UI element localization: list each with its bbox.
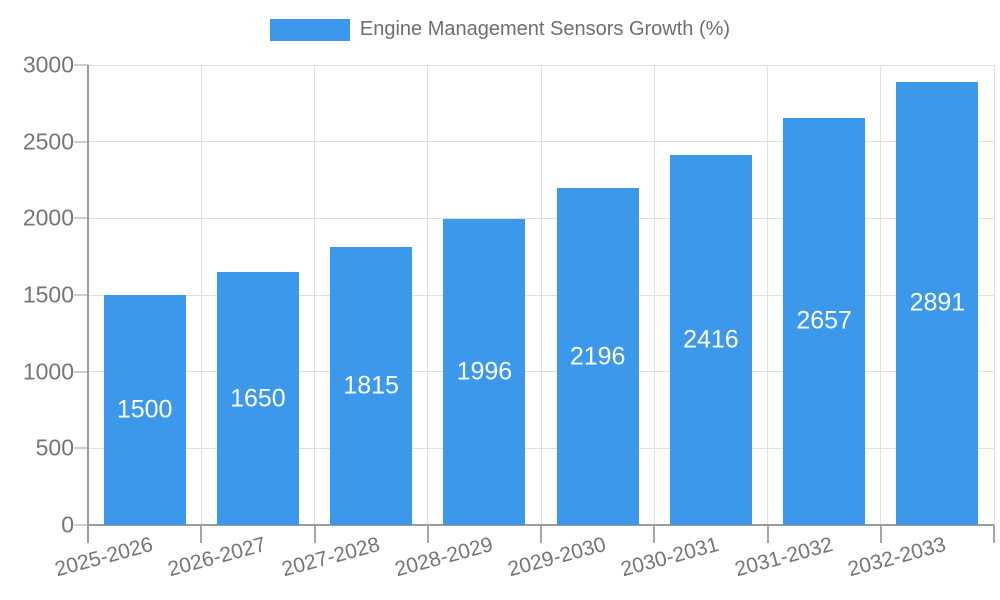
x-axis-tick	[766, 525, 769, 543]
bar-value-label: 1815	[343, 371, 399, 400]
x-axis-tick	[426, 525, 429, 543]
x-tick-label: 2029-2030	[505, 533, 609, 582]
x-axis-tick	[653, 525, 656, 543]
y-axis	[87, 65, 89, 543]
y-tick-label: 2000	[22, 204, 74, 231]
legend-swatch	[269, 18, 350, 41]
y-axis-tick	[74, 524, 88, 526]
gridline-vertical	[993, 65, 995, 525]
legend: Engine Management Sensors Growth (%)	[0, 18, 1000, 41]
y-axis-tick	[74, 294, 88, 296]
y-axis-tick	[74, 370, 88, 373]
x-tick-label: 2026-2027	[165, 533, 269, 582]
y-axis-tick	[74, 64, 88, 66]
legend-label: Engine Management Sensors Growth (%)	[359, 18, 731, 40]
y-tick-label: 1500	[22, 281, 74, 308]
gridline-vertical	[880, 65, 882, 525]
gridline-vertical	[427, 65, 429, 525]
x-tick-label: 2031-2032	[732, 533, 836, 582]
x-tick-label: 2028-2029	[392, 533, 496, 582]
y-tick-label: 500	[35, 434, 74, 461]
x-axis-tick	[200, 525, 203, 543]
y-axis-tick	[74, 140, 88, 143]
bar	[443, 218, 526, 525]
x-axis-tick	[879, 525, 882, 543]
y-axis-tick	[74, 217, 88, 220]
gridline-vertical	[767, 65, 768, 525]
bar-value-label: 2657	[796, 306, 852, 335]
x-axis-tick	[540, 525, 542, 543]
gridline-vertical	[314, 65, 315, 525]
gridline-vertical	[200, 65, 202, 525]
bar	[669, 154, 752, 525]
bar	[556, 188, 639, 525]
bar	[896, 81, 979, 525]
bar-value-label: 2416	[683, 325, 739, 354]
bar-value-label: 1996	[456, 357, 513, 386]
gridline-vertical	[653, 65, 655, 525]
y-axis-tick	[74, 447, 88, 450]
y-tick-label: 2500	[22, 128, 74, 155]
bar	[103, 295, 186, 525]
x-tick-label: 2030-2031	[618, 533, 722, 582]
bar	[216, 272, 299, 525]
y-tick-label: 1000	[22, 358, 74, 385]
x-tick-label: 2032-2033	[845, 533, 949, 582]
bar	[330, 246, 413, 525]
x-axis	[88, 524, 994, 526]
x-axis-tick	[313, 525, 316, 543]
x-tick-label: 2027-2028	[279, 533, 383, 582]
bar-value-label: 1500	[116, 395, 173, 424]
y-tick-label: 0	[61, 511, 74, 538]
bar-value-label: 1650	[230, 384, 286, 412]
bar-value-label: 2891	[909, 288, 966, 317]
bar	[783, 117, 866, 525]
y-tick-label: 3000	[22, 51, 74, 78]
x-axis-tick	[993, 525, 995, 543]
x-tick-label: 2025-2026	[52, 533, 156, 582]
bar-value-label: 2196	[569, 342, 626, 371]
gridline-vertical	[540, 65, 542, 525]
